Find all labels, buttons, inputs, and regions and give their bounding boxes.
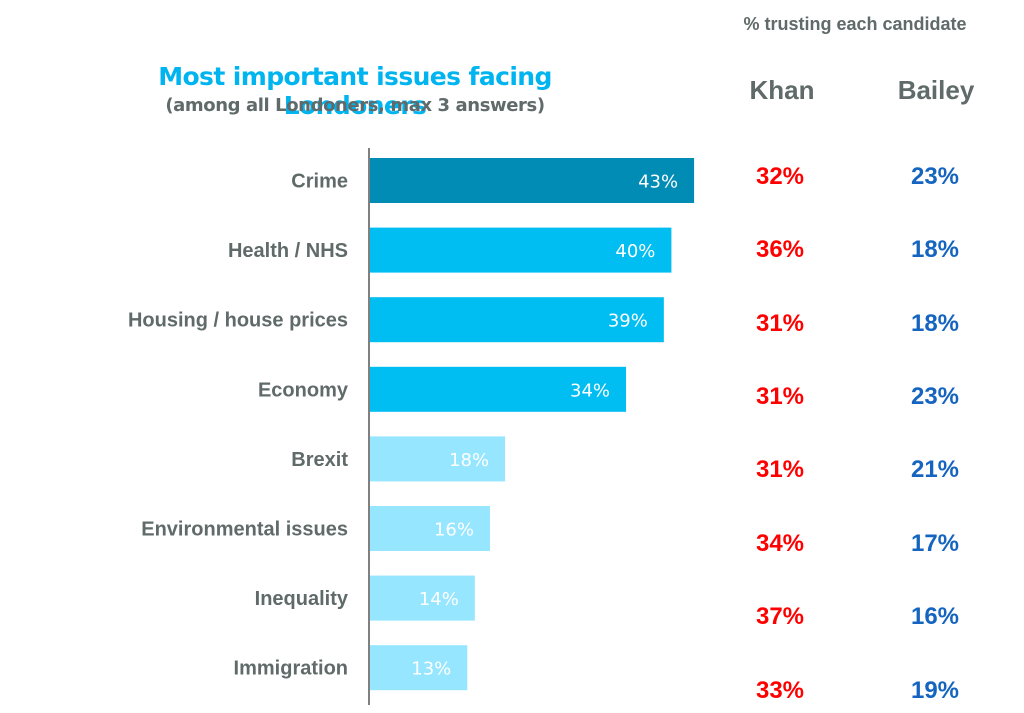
category-label-2: Housing / house prices (128, 310, 348, 332)
category-label-1: Health / NHS (228, 240, 348, 262)
bar-value-label-2: 39% (608, 311, 648, 332)
category-label-0: Crime (291, 171, 348, 193)
bailey-trust-value-3: 23% (911, 383, 959, 410)
khan-trust-value-1: 36% (756, 236, 804, 263)
chart-subtitle: (among all Londoners, max 3 answers) (165, 95, 545, 116)
chart-title: Most important issues facing Londoners (158, 62, 552, 120)
bailey-trust-value-6: 16% (911, 603, 959, 630)
trust-table-header: % trusting each candidate (743, 14, 967, 34)
bar-3 (369, 366, 627, 412)
bar-4 (369, 436, 506, 482)
category-label-7: Immigration (234, 658, 348, 680)
bailey-trust-value-7: 19% (911, 677, 959, 704)
bailey-trust-value-5: 17% (911, 530, 959, 557)
category-label-6: Inequality (255, 588, 349, 610)
category-label-4: Brexit (291, 449, 348, 471)
bar-value-label-5: 16% (434, 520, 474, 541)
khan-trust-value-7: 33% (756, 677, 804, 704)
khan-trust-value-6: 37% (756, 603, 804, 630)
category-label-5: Environmental issues (141, 519, 348, 541)
khan-trust-value-5: 34% (756, 530, 804, 557)
bar-6 (369, 575, 475, 621)
bar-7 (369, 645, 468, 691)
bar-0 (369, 158, 695, 203)
bar-value-label-1: 40% (615, 241, 655, 262)
bar-1 (369, 227, 672, 273)
bar-value-label-4: 18% (449, 450, 489, 471)
bar-value-label-6: 14% (419, 589, 459, 610)
bailey-column-header: Bailey (897, 75, 975, 105)
category-label-3: Economy (258, 379, 349, 401)
bar-value-label-0: 43% (638, 172, 678, 193)
khan-trust-value-3: 31% (756, 383, 804, 410)
khan-column-header: Khan (749, 75, 815, 105)
bar-value-label-3: 34% (570, 380, 610, 401)
bailey-trust-value-0: 23% (911, 163, 959, 190)
bailey-trust-value-1: 18% (911, 236, 959, 263)
bar-value-label-7: 13% (411, 659, 451, 680)
bar-2 (369, 297, 664, 343)
khan-trust-value-2: 31% (756, 310, 804, 337)
bar-5 (369, 506, 490, 551)
bailey-trust-value-4: 21% (911, 456, 959, 483)
bailey-trust-value-2: 18% (911, 310, 959, 337)
khan-trust-value-4: 31% (756, 456, 804, 483)
khan-trust-value-0: 32% (756, 163, 804, 190)
